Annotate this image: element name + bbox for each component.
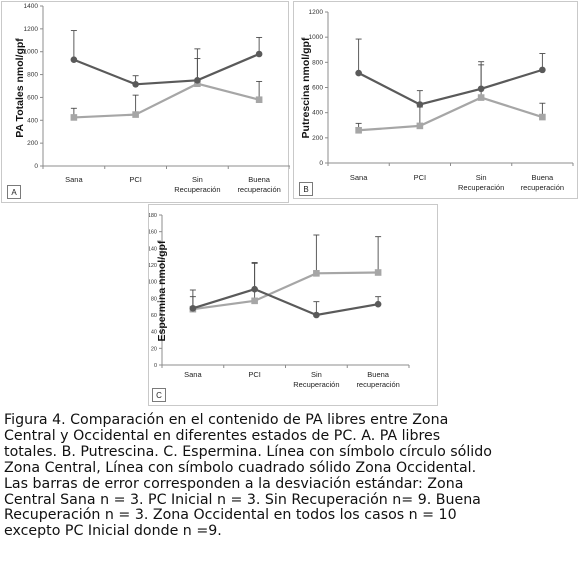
caption-line: Las barras de error corresponden a la de…: [4, 475, 464, 492]
data-point-circle: [194, 76, 201, 84]
x-tick-label: Buena: [367, 370, 390, 379]
data-point-square: [194, 80, 201, 88]
caption-line: Recuperación n = 3. Zona Occidental en t…: [4, 507, 457, 524]
y-tick-label: 200: [27, 140, 38, 147]
data-point-circle: [374, 300, 382, 308]
series-line-square: [358, 96, 543, 132]
y-tick-label: 400: [27, 117, 38, 124]
series-line-circle: [73, 52, 260, 86]
chart-c-panel-label: C: [152, 388, 166, 402]
data-point-circle: [132, 80, 139, 88]
data-point-square: [374, 269, 382, 276]
x-tick-label: Sin: [192, 175, 203, 184]
y-tick-label: 400: [312, 110, 323, 117]
y-tick-label: 60: [151, 313, 157, 319]
y-tick-label: 100: [149, 280, 157, 286]
y-tick-label: 800: [27, 72, 38, 79]
x-tick-label: Buena: [532, 173, 555, 182]
data-point-circle: [313, 311, 320, 319]
y-tick-label: 600: [27, 94, 38, 101]
data-point-square: [70, 114, 78, 121]
data-point-square: [132, 111, 139, 118]
caption-line: Figura 4. Comparación en el contenido de…: [4, 412, 449, 428]
data-point-circle: [70, 56, 78, 64]
y-tick-label: 1000: [309, 34, 324, 41]
chart-c-ylabel: Espermina nmol/gpf: [156, 240, 168, 342]
y-tick-label: 120: [149, 263, 157, 269]
data-point-square: [477, 94, 485, 101]
series-line-square: [192, 271, 379, 311]
data-point-square: [313, 270, 320, 277]
y-tick-label: 1200: [309, 9, 324, 16]
x-tick-label: PCI: [129, 175, 142, 184]
y-tick-label: 20: [151, 346, 157, 352]
figure-caption: Figura 4. Comparación en el contenido de…: [4, 412, 576, 540]
x-tick-label: recuperación: [521, 183, 564, 192]
y-tick-label: 200: [312, 135, 323, 142]
series-line-circle: [358, 68, 543, 106]
x-tick-label: Sana: [65, 175, 83, 184]
x-tick-label: Recuperación: [458, 183, 504, 192]
data-point-square: [355, 126, 362, 134]
data-point-circle: [539, 66, 546, 74]
x-tick-label: Sana: [184, 370, 202, 379]
x-tick-label: PCI: [248, 370, 261, 379]
y-tick-label: 160: [149, 230, 157, 236]
chart-a-svg: 0 200 400 600 800 1000 1200 1400 Sana PCI SinRecup…: [24, 3, 290, 194]
y-tick-label: 0: [34, 163, 38, 170]
data-point-circle: [416, 101, 424, 108]
chart-b-ylabel: Putrescina nmol/gpf: [300, 37, 312, 139]
caption-line: Zona Central, Línea con símbolo cuadrado…: [4, 459, 477, 476]
y-tick-label: 40: [151, 330, 157, 336]
caption-line: totales. B. Putrescina. C. Espermina. Lí…: [4, 443, 492, 460]
y-tick-label: 0: [154, 363, 157, 369]
data-point-square: [539, 113, 546, 121]
chart-c-svg: 0 20 40 60 80 100 120 140 160 180 Sana PCI SinRecupe…: [149, 213, 410, 389]
data-point-circle: [477, 85, 485, 93]
data-point-circle: [355, 69, 362, 77]
data-point-circle: [255, 50, 263, 58]
data-point-circle: [251, 285, 258, 293]
y-tick-label: 1000: [24, 49, 39, 56]
chart-b-svg: 0 200 400 600 800 1000 1200 Sana PCI SinRecuperac…: [309, 9, 574, 192]
chart-b-panel-label: B: [299, 182, 313, 196]
chart-panel-a: 0 200 400 600 800 1000 1200 1400 Sana PCI Sin Recup…: [1, 1, 290, 203]
data-point-square: [416, 122, 424, 130]
y-tick-label: 1400: [24, 3, 39, 10]
chart-a-ylabel: PA Totales nmol/gpf: [14, 38, 26, 138]
chart-panel-b: 0 200 400 600 800 1000 1200 Sana PCI Sin Recuperac…: [293, 1, 578, 199]
chart-panel-c: 0 20 40 60 80 100 120 140 160 180 Sana PCI Sin Recupe…: [148, 204, 438, 406]
y-tick-label: 600: [312, 85, 323, 92]
y-tick-label: 1200: [24, 26, 39, 33]
x-tick-label: recuperación: [237, 185, 280, 194]
caption-line: excepto PC Inicial donde n =9.: [4, 523, 222, 540]
series-line-square: [73, 82, 260, 119]
x-tick-label: Recuperación: [293, 380, 339, 389]
x-tick-label: Buena: [248, 175, 271, 184]
caption-line: Central y Occidental en diferentes estad…: [4, 427, 441, 444]
series-line-circle: [192, 287, 379, 317]
y-tick-label: 800: [312, 59, 323, 66]
caption-line: Central Sana n = 3. PC Inicial n = 3. Si…: [4, 491, 481, 508]
x-tick-label: recuperación: [356, 380, 399, 389]
y-tick-label: 80: [151, 296, 157, 302]
data-point-square: [255, 96, 263, 104]
x-tick-label: PCI: [414, 173, 427, 182]
x-tick-label: Sin: [311, 370, 322, 379]
y-tick-label: 0: [319, 160, 323, 167]
x-tick-label: Sin: [476, 173, 487, 182]
y-tick-label: 140: [149, 246, 157, 252]
data-point-square: [251, 297, 258, 305]
y-tick-label: 180: [149, 213, 157, 219]
chart-a-panel-label: A: [7, 185, 21, 199]
data-point-circle: [189, 305, 197, 312]
x-tick-label: Recuperación: [174, 185, 220, 194]
x-tick-label: Sana: [350, 173, 368, 182]
